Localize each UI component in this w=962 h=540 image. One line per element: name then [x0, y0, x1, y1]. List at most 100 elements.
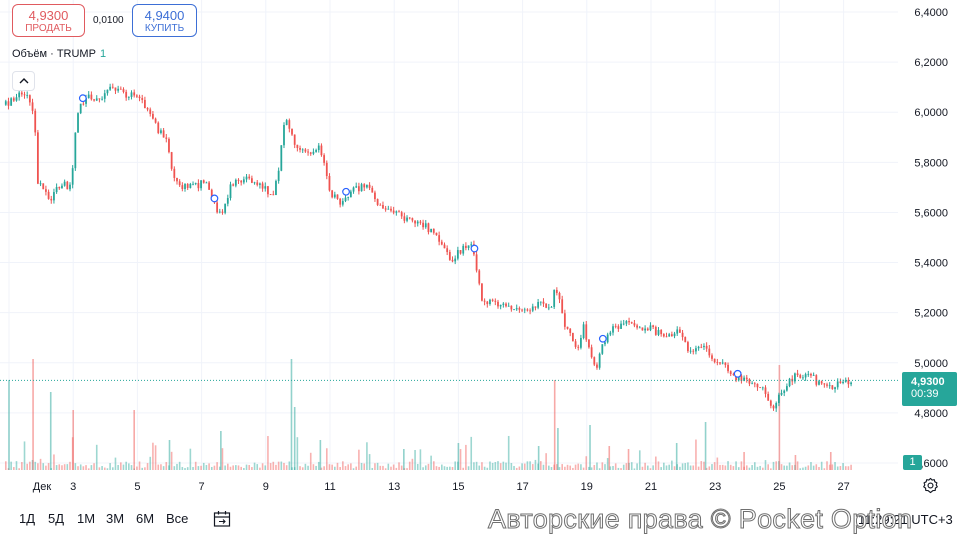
- volume-bar: [93, 463, 95, 470]
- volume-bar: [69, 461, 71, 470]
- candle-body: [812, 375, 815, 376]
- volume-bar: [764, 460, 767, 470]
- volume-bar: [606, 458, 609, 470]
- candle-body: [36, 132, 39, 184]
- volume-bar: [810, 462, 812, 470]
- volume-bar: [379, 465, 382, 470]
- candle-body: [518, 308, 521, 310]
- candle-body: [775, 403, 778, 409]
- candle-body: [406, 217, 408, 221]
- volume-bar: [612, 465, 614, 470]
- clock-timezone[interactable]: 11:29:21 UTC+3: [858, 512, 953, 527]
- candle-body: [331, 190, 334, 198]
- candle-body: [15, 97, 18, 101]
- range-3m-button[interactable]: 3М: [106, 511, 125, 526]
- candle-body: [71, 168, 74, 185]
- range-1m-button[interactable]: 1М: [77, 511, 96, 526]
- candle-body: [713, 358, 716, 363]
- volume-bar: [154, 445, 157, 470]
- candle-body: [374, 192, 376, 200]
- candle-body: [799, 375, 802, 378]
- candle-body: [408, 217, 411, 219]
- volume-bar: [655, 456, 657, 470]
- volume-bar: [502, 461, 505, 470]
- candle-body: [697, 346, 700, 349]
- volume-bar: [111, 467, 114, 470]
- volume-bar: [521, 463, 523, 470]
- volume-bar: [534, 459, 537, 470]
- candle-body: [218, 211, 221, 213]
- volume-bar: [542, 464, 545, 470]
- range-all-button[interactable]: Все: [166, 511, 189, 526]
- candle-body: [95, 98, 98, 101]
- volume-bar: [823, 468, 826, 470]
- volume-bar: [328, 464, 331, 470]
- range-1d-button[interactable]: 1Д: [19, 511, 36, 526]
- candle-body: [221, 211, 224, 213]
- candle-body: [529, 310, 531, 312]
- volume-bar: [449, 466, 451, 470]
- candle-body: [601, 344, 604, 354]
- candle-body: [561, 299, 564, 314]
- candle-body: [577, 346, 580, 348]
- volume-bar: [589, 425, 591, 470]
- candle-body: [478, 270, 481, 284]
- candle-body: [684, 337, 687, 343]
- volume-bar: [374, 463, 376, 470]
- volume-bar: [8, 380, 10, 470]
- volume-bar: [786, 465, 788, 470]
- candle-body: [50, 198, 53, 201]
- sell-button[interactable]: 4,9300 ПРОДАТЬ: [12, 4, 85, 37]
- candle-body: [341, 201, 344, 205]
- candle-body: [416, 221, 419, 224]
- volume-bar: [689, 465, 692, 470]
- candle-body: [264, 186, 267, 189]
- price-axis-label: 5,6000: [914, 207, 948, 219]
- candle-body: [689, 350, 692, 352]
- candle-body: [232, 184, 235, 186]
- time-axis-label: 7: [199, 481, 205, 493]
- calendar-range-icon[interactable]: [212, 509, 232, 529]
- candle-body: [293, 134, 296, 145]
- candle-body: [170, 152, 173, 169]
- candle-body: [721, 362, 724, 364]
- volume-bar: [692, 465, 695, 470]
- volume-bar: [387, 463, 390, 470]
- volume-bar: [753, 462, 756, 470]
- volume-bar: [220, 431, 222, 470]
- candle-body: [192, 183, 194, 185]
- candle-body: [462, 245, 465, 254]
- volume-bar: [55, 465, 58, 470]
- candle-body: [788, 378, 791, 387]
- volume-bar: [304, 463, 307, 470]
- candle-body: [764, 387, 767, 394]
- candle-body: [569, 328, 572, 333]
- gear-icon[interactable]: [922, 477, 939, 494]
- volume-bar: [165, 462, 168, 470]
- volume-bar: [668, 464, 670, 470]
- range-6m-button[interactable]: 6М: [136, 511, 155, 526]
- volume-axis-label: 1: [903, 455, 922, 470]
- volume-bar: [596, 462, 598, 470]
- candle-body: [670, 334, 673, 337]
- time-axis-label: 19: [581, 481, 593, 493]
- candle-body: [66, 181, 69, 190]
- candle-body: [119, 88, 122, 90]
- candle-body: [780, 392, 783, 395]
- candle-body: [87, 94, 90, 99]
- buy-button[interactable]: 4,9400 КУПИТЬ: [132, 4, 197, 37]
- volume-bar: [569, 465, 572, 470]
- range-5d-button[interactable]: 5Д: [48, 511, 65, 526]
- volume-bar: [557, 428, 559, 470]
- candle-body: [807, 373, 810, 375]
- candle-body: [571, 332, 574, 342]
- volume-bar: [802, 467, 804, 470]
- candle-body: [55, 187, 58, 193]
- candle-body: [349, 191, 352, 198]
- collapse-legend-button[interactable]: [12, 71, 35, 91]
- time-axis-label: 23: [709, 481, 721, 493]
- volume-bar: [272, 461, 275, 470]
- buy-label: КУПИТЬ: [144, 23, 185, 34]
- candle-body: [510, 305, 513, 310]
